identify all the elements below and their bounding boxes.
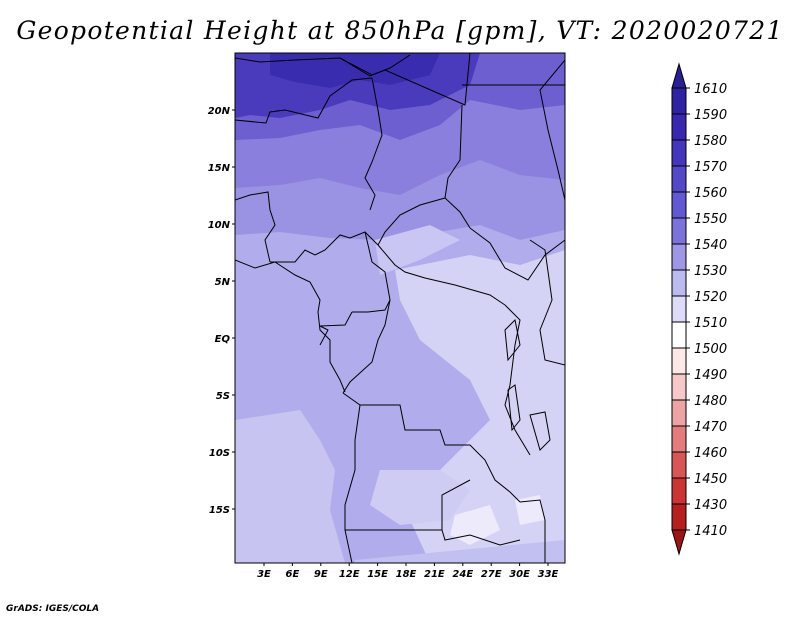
- lon-label: 21E: [424, 569, 445, 580]
- border-angola-drc: [342, 392, 521, 503]
- colorbar-bin: [671, 321, 687, 349]
- lake-malawi: [529, 411, 551, 451]
- map-frame: [234, 52, 566, 564]
- longitude-axis: 3E 6E 9E 12E 15E 18E 21E 24E 27E 30E 33E: [257, 563, 559, 580]
- lat-label: 10S: [209, 448, 230, 459]
- border-chad-sudan: [444, 104, 471, 229]
- latitude-axis: 20N 15N 10N 5N EQ 5S 10S 15S: [208, 106, 235, 516]
- border-chad-car: [377, 197, 446, 246]
- border-drc-east: [504, 304, 531, 456]
- border-angola-west: [344, 404, 361, 563]
- field-zam-1530: [370, 470, 470, 525]
- lat-label: 15N: [208, 163, 231, 174]
- colorbar-bin: [671, 269, 687, 297]
- colorbar-bin: [671, 347, 687, 375]
- field-band-1590: [270, 53, 440, 88]
- colorbar-bin: [671, 373, 687, 401]
- colorbar-label: 1520: [694, 290, 727, 305]
- colorbar-label: 1610: [694, 82, 727, 97]
- colorbar-bin: [671, 399, 687, 427]
- colorbar-bin: [671, 295, 687, 323]
- height-field: [235, 53, 565, 563]
- border-mali-niger: [235, 77, 373, 124]
- lon-label: 12E: [339, 569, 360, 580]
- field-cam-1530: [375, 225, 460, 275]
- lon-label: 3E: [257, 569, 271, 580]
- colorbar-bin: [671, 139, 687, 167]
- lat-label: EQ: [215, 334, 231, 345]
- colorbar-bin: [671, 243, 687, 271]
- colorbar-bottom-arrow: [671, 529, 687, 556]
- colorbar-label: 1580: [694, 134, 727, 149]
- borders: [235, 53, 565, 563]
- border-east-africa: [529, 239, 565, 366]
- colorbar-bin: [671, 113, 687, 141]
- border-zambia-south: [441, 529, 521, 546]
- colorbar-label: 1530: [694, 264, 727, 279]
- lake-victoria: [504, 318, 521, 362]
- border-burkina-ghana: [235, 191, 276, 263]
- colorbar-bin: [671, 165, 687, 193]
- colorbar-label: 1490: [694, 368, 727, 383]
- colorbar-bin: [671, 425, 687, 453]
- border-red-sea: [539, 59, 565, 201]
- field-sw-1530: [235, 410, 345, 563]
- lon-label: 24E: [452, 569, 473, 580]
- lake-tanganyika: [507, 384, 521, 432]
- colorbar-label: 1410: [694, 524, 727, 539]
- lat-label: 20N: [208, 106, 231, 117]
- field-spot-1510-b: [515, 495, 545, 525]
- lon-label: 18E: [396, 569, 417, 580]
- border-sudan-south: [469, 227, 565, 281]
- coastline-gulf-guinea: [235, 259, 346, 393]
- border-niger-libya: [339, 53, 471, 106]
- colorbar-bin: [671, 451, 687, 479]
- lon-label: 33E: [538, 569, 559, 580]
- border-niger-chad: [364, 77, 383, 211]
- colorbar-bin: [671, 87, 687, 115]
- colorbar-bin: [671, 217, 687, 245]
- lat-label: 15S: [209, 505, 230, 516]
- colorbar-label: 1450: [694, 472, 727, 487]
- colorbar-label: 1460: [694, 446, 727, 461]
- field-spot-1510-a: [450, 505, 500, 545]
- colorbar-bin: [671, 191, 687, 219]
- border-moz: [519, 499, 546, 563]
- colorbar-label: 1590: [694, 108, 727, 123]
- lon-label: 30E: [509, 569, 530, 580]
- colorbar-bin: [671, 503, 687, 531]
- lat-label: 10N: [208, 220, 231, 231]
- lat-label: 5N: [215, 277, 231, 288]
- border-congo: [342, 299, 391, 394]
- colorbar-label: 1510: [694, 316, 727, 331]
- colorbar-label: 1500: [694, 342, 727, 357]
- colorbar-bin: [671, 477, 687, 505]
- colorbar-label: 1550: [694, 212, 727, 227]
- grads-credit: GrADS: IGES/COLA: [6, 604, 100, 614]
- colorbar-label: 1470: [694, 420, 727, 435]
- border-car-drc: [377, 244, 506, 306]
- colorbar: 1610 1590 1580 1570 1560 1550 1540 1530 1520 1510…: [671, 62, 727, 556]
- lon-label: 6E: [286, 569, 300, 580]
- colorbar-label: 1560: [694, 186, 727, 201]
- lon-label: 15E: [367, 569, 388, 580]
- lon-label: 27E: [481, 569, 502, 580]
- colorbar-label: 1570: [694, 160, 727, 175]
- lon-label: 9E: [314, 569, 328, 580]
- colorbar-label: 1480: [694, 394, 727, 409]
- colorbar-label: 1540: [694, 238, 727, 253]
- chart-title: Geopotential Height at 850hPa [gpm], VT:…: [16, 16, 784, 45]
- colorbar-label: 1430: [694, 498, 727, 513]
- lat-label: 5S: [216, 391, 230, 402]
- field-south-1530: [355, 540, 565, 563]
- border-nigeria: [270, 231, 379, 263]
- colorbar-top-arrow: [671, 62, 687, 89]
